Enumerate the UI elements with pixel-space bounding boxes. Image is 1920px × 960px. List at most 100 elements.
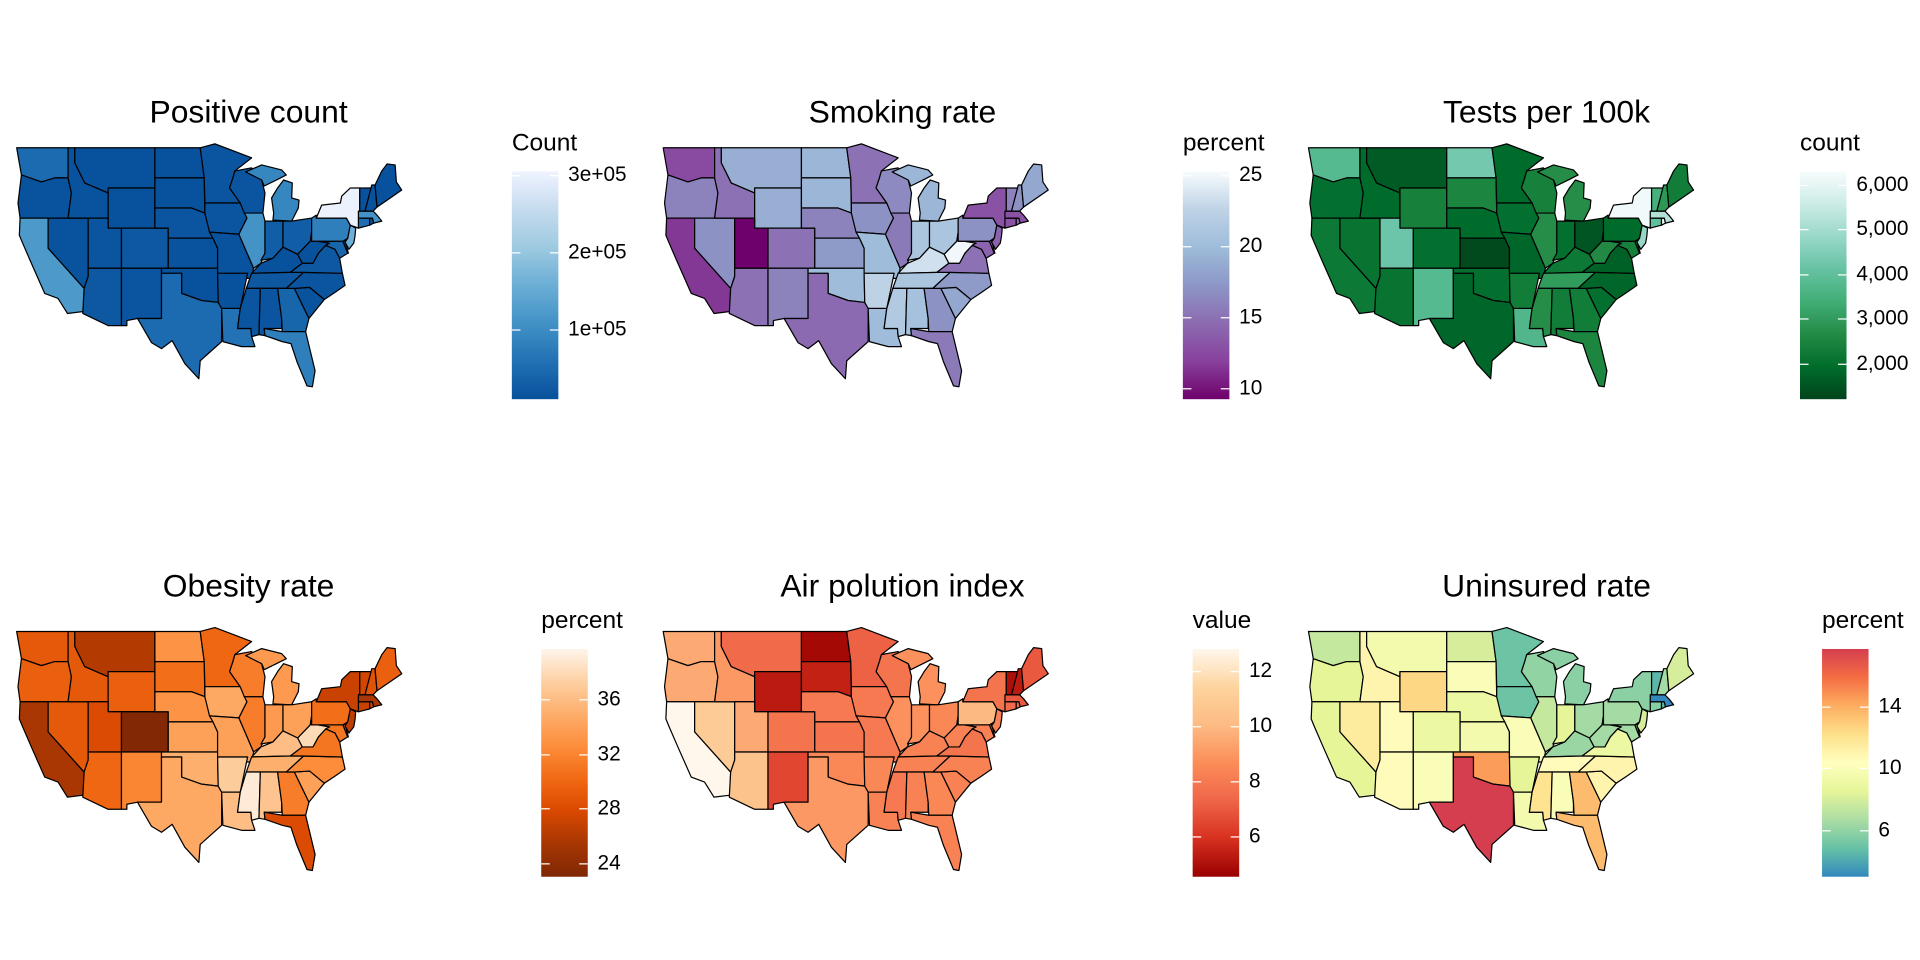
legend-tick-mark	[1860, 706, 1869, 708]
map-title-uninsured-rate: Uninsured rate	[1442, 566, 1651, 604]
state-ct	[357, 701, 371, 713]
state-wy	[754, 187, 803, 229]
legend-tick-label: 8	[1248, 769, 1261, 793]
legend-tick-mark	[1192, 781, 1202, 783]
state-ct	[1649, 701, 1663, 713]
state-mi	[270, 663, 300, 706]
legend-tick-label: 24	[597, 850, 621, 875]
state-me	[1020, 647, 1049, 692]
state-pa	[1602, 214, 1643, 242]
legend-title: percent	[1822, 607, 1904, 635]
state-or	[17, 174, 73, 219]
legend-tick-mark	[1800, 229, 1809, 231]
state-nm	[1412, 751, 1454, 810]
state-nd	[800, 630, 852, 663]
legend-tick-label: 15	[1239, 304, 1263, 329]
legend-title: count	[1800, 129, 1860, 157]
legend-tick-label: 1e+05	[568, 317, 627, 341]
legend-tick-mark	[1220, 246, 1230, 248]
state-nj	[1636, 224, 1649, 250]
state-ct	[1004, 217, 1017, 229]
legend-tick-mark	[1837, 273, 1847, 276]
state-or	[1309, 658, 1364, 703]
legend-tick-label: 5,000	[1856, 217, 1909, 241]
state-wy	[107, 671, 156, 713]
state-wy	[754, 671, 803, 713]
state-tx	[136, 756, 223, 864]
map-title-smoking-rate: Smoking rate	[808, 93, 997, 130]
legend-tick-label: 12	[1248, 658, 1273, 683]
map-title-air-pollution: Air polution index	[780, 566, 1025, 604]
state-co	[767, 711, 816, 753]
legend-tick-mark	[1182, 175, 1192, 177]
legend-tick-mark	[1837, 229, 1847, 231]
legend-tick-mark	[1800, 184, 1809, 187]
legend-tick-mark	[511, 252, 521, 254]
state-mi	[891, 648, 934, 671]
legend-tick-label: 3,000	[1856, 306, 1909, 330]
legend-tick-mark	[1837, 363, 1847, 365]
choropleth-map	[1307, 626, 1695, 872]
state-ma	[1649, 694, 1675, 708]
state-co	[1412, 711, 1461, 753]
legend-tick-mark	[1837, 318, 1847, 320]
state-fl	[263, 811, 316, 872]
state-pa	[1602, 698, 1643, 726]
state-tx	[783, 272, 869, 380]
state-nm	[120, 267, 163, 327]
legend-tick-mark	[1230, 781, 1240, 783]
state-nd	[800, 147, 852, 179]
state-mi	[1536, 164, 1579, 187]
state-az	[728, 267, 769, 327]
map-title-positive-count: Positive count	[149, 93, 348, 130]
state-ks	[1459, 721, 1511, 753]
state-fl	[910, 327, 963, 388]
legend-tick-mark	[541, 753, 550, 756]
state-me	[1666, 647, 1695, 692]
legend-tick-mark	[1822, 768, 1831, 770]
state-co	[120, 227, 169, 269]
state-nj	[990, 708, 1003, 734]
legend-tick-mark	[1837, 184, 1847, 187]
state-mi	[917, 663, 947, 706]
state-co	[120, 711, 169, 753]
state-nj	[344, 708, 357, 734]
state-nm	[1412, 267, 1454, 327]
legend-tick-mark	[579, 808, 588, 810]
legend-tick-mark	[1230, 726, 1240, 728]
state-co	[1412, 227, 1461, 269]
legend-tick-mark	[541, 863, 550, 865]
state-nj	[990, 224, 1003, 250]
state-fl	[1555, 811, 1608, 872]
legend-tick-mark	[541, 808, 550, 810]
legend-tick-mark	[579, 863, 588, 865]
state-wy	[1399, 187, 1448, 229]
state-co	[767, 227, 816, 269]
legend-tick-mark	[1182, 246, 1192, 248]
legend-colorbar	[1800, 171, 1847, 400]
legend-tick-label: 6,000	[1856, 172, 1909, 196]
legend-colorbar	[1192, 648, 1240, 877]
state-fl	[910, 811, 963, 872]
legend-tick-mark	[579, 753, 588, 756]
legend-tick-mark	[1822, 706, 1831, 708]
state-ct	[1649, 217, 1663, 229]
state-ma	[357, 210, 383, 224]
legend-tick-mark	[1192, 671, 1202, 673]
legend-tick-mark	[1230, 671, 1240, 673]
state-nm	[767, 267, 809, 327]
state-mi	[245, 648, 287, 671]
state-ks	[1459, 237, 1511, 269]
state-me	[1020, 163, 1049, 208]
choropleth-map	[16, 143, 403, 388]
state-mi	[270, 179, 300, 222]
legend-tick-mark	[1800, 363, 1809, 365]
legend-tick-mark	[511, 175, 521, 177]
legend-tick-mark	[549, 175, 559, 177]
state-wy	[107, 187, 156, 229]
state-pa	[311, 214, 351, 242]
state-nm	[767, 751, 809, 810]
legend-tick-mark	[1192, 726, 1202, 728]
state-nd	[1446, 630, 1497, 663]
legend-colorbar	[1822, 648, 1869, 877]
